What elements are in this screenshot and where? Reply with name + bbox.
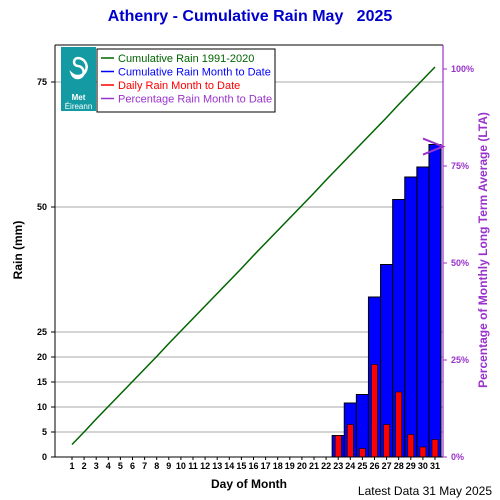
x-axis-label: Day of Month — [211, 477, 287, 491]
x-tick-label: 2 — [82, 461, 87, 471]
x-tick-label: 11 — [188, 461, 198, 471]
legend-entry: Percentage Rain Month to Date — [118, 94, 272, 106]
logo-text: Met — [72, 93, 86, 102]
x-tick-label: 9 — [166, 461, 171, 471]
lta-line — [71, 66, 436, 446]
x-tick-label: 1 — [69, 461, 74, 471]
x-tick-label: 30 — [418, 461, 428, 471]
legend-entry: Daily Rain Month to Date — [118, 80, 240, 92]
daily-bar — [334, 435, 342, 458]
logo-swirl-icon — [69, 56, 88, 80]
y-axis-label: Rain (mm) — [11, 221, 25, 280]
x-tick-label: 14 — [224, 461, 234, 471]
y-tick-label: 10 — [37, 402, 47, 412]
daily-bar — [407, 434, 415, 458]
daily-bar — [346, 424, 354, 458]
cumulative-bar — [428, 144, 442, 458]
legend-entry: Cumulative Rain Month to Date — [118, 67, 271, 79]
x-tick-label: 3 — [94, 461, 99, 471]
x-tick-label: 10 — [176, 461, 186, 471]
x-tick-label: 21 — [309, 461, 319, 471]
x-tick-label: 6 — [130, 461, 135, 471]
x-tick-label: 12 — [200, 461, 210, 471]
cumulative-bar — [355, 394, 369, 458]
daily-bar — [395, 391, 403, 458]
x-tick-label: 22 — [321, 461, 331, 471]
daily-bar — [383, 424, 390, 458]
legend-box — [96, 48, 276, 113]
x-tick-label: 24 — [345, 461, 355, 471]
x-tick-label: 15 — [236, 461, 246, 471]
legend-entry: Cumulative Rain 1991-2020 — [118, 53, 254, 65]
daily-bar — [359, 448, 366, 458]
x-tick-label: 23 — [333, 461, 343, 471]
x-tick-label: 20 — [297, 461, 307, 471]
y-tick-label: 0 — [42, 452, 47, 462]
y2-tick-label: 50% — [451, 258, 469, 268]
y-tick-label: 75 — [37, 77, 47, 87]
y2-tick-label: 25% — [451, 355, 469, 365]
x-tick-label: 18 — [273, 461, 283, 471]
daily-bar — [419, 446, 427, 458]
y2-tick-label: 75% — [451, 161, 469, 171]
y2-tick-label: 100% — [451, 64, 474, 74]
x-tick-label: 4 — [106, 461, 111, 471]
latest-data-footer: Latest Data 31 May 2025 — [357, 484, 492, 498]
daily-bar — [371, 364, 378, 458]
x-tick-label: 8 — [154, 461, 159, 471]
y-tick-label: 15 — [37, 377, 47, 387]
x-tick-label: 31 — [430, 461, 440, 471]
x-tick-label: 27 — [382, 461, 392, 471]
y-tick-label: 25 — [37, 327, 47, 337]
y-tick-label: 5 — [42, 427, 47, 437]
y-tick-label: 20 — [37, 352, 47, 362]
logo-text: Éireann — [65, 102, 93, 111]
chart-title: Athenry - Cumulative Rain May 2025 — [107, 8, 393, 25]
x-tick-label: 25 — [357, 461, 367, 471]
y2-tick-label: 0% — [451, 452, 464, 462]
cumulative-bar — [416, 166, 430, 458]
x-tick-label: 5 — [118, 461, 123, 471]
y-tick-label: 50 — [37, 202, 47, 212]
daily-bar — [431, 439, 439, 458]
x-tick-label: 19 — [285, 461, 295, 471]
x-tick-label: 16 — [248, 461, 258, 471]
x-tick-label: 29 — [406, 461, 416, 471]
cumulative-bar — [404, 176, 418, 458]
percentage-marker — [422, 137, 446, 156]
x-tick-label: 13 — [212, 461, 222, 471]
x-tick-label: 17 — [261, 461, 271, 471]
x-tick-label: 26 — [369, 461, 379, 471]
x-tick-label: 7 — [142, 461, 147, 471]
y2-axis-label: Percentage of Monthly Long Term Average … — [476, 112, 490, 388]
x-tick-label: 28 — [394, 461, 404, 471]
